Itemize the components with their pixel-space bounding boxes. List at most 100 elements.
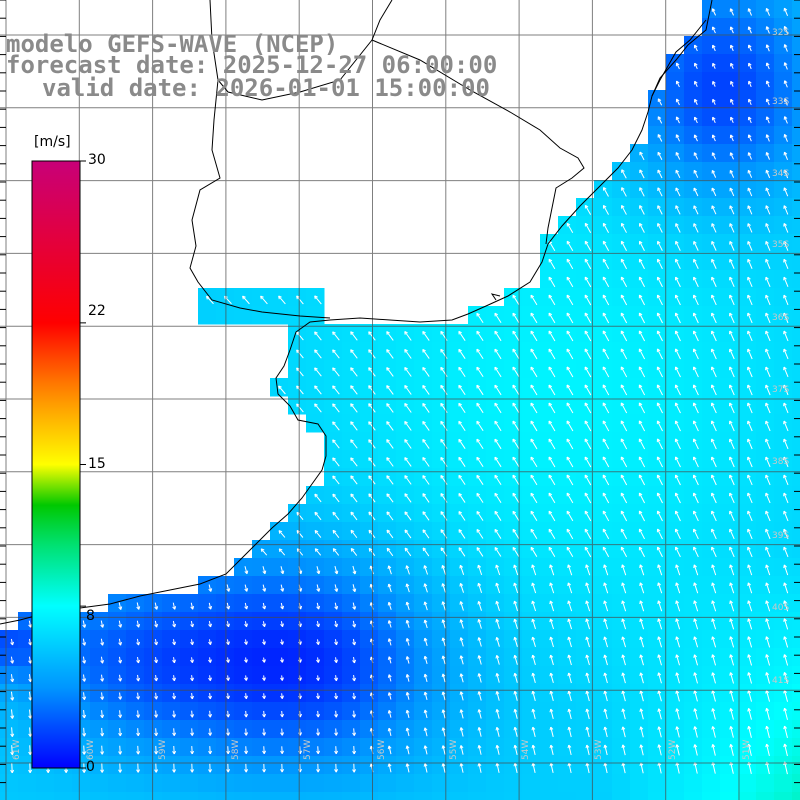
wind-arrow xyxy=(494,456,502,468)
wind-speed-cell xyxy=(432,558,451,577)
wind-arrow xyxy=(566,546,574,558)
wind-arrow xyxy=(674,402,681,414)
wind-speed-cell xyxy=(360,666,379,685)
wind-arrow xyxy=(657,116,663,124)
wind-arrow xyxy=(459,564,465,575)
wind-speed-cell xyxy=(450,648,469,667)
wind-arrow xyxy=(549,618,555,630)
wind-speed-cell xyxy=(792,90,800,109)
wind-speed-cell xyxy=(432,702,451,721)
wind-speed-cell xyxy=(792,738,800,757)
wind-speed-cell xyxy=(684,738,703,757)
wind-arrow xyxy=(765,600,771,612)
wind-arrow xyxy=(603,618,609,630)
wind-speed-cell xyxy=(648,666,667,685)
wind-speed-cell xyxy=(720,90,739,109)
wind-speed-cell xyxy=(270,558,289,577)
wind-speed-cell xyxy=(126,666,145,685)
wind-speed-cell xyxy=(432,684,451,703)
wind-arrow xyxy=(405,565,410,575)
wind-speed-cell xyxy=(486,720,505,739)
wind-arrow xyxy=(747,152,752,160)
wind-speed-cell xyxy=(324,612,343,631)
wind-speed-cell xyxy=(774,522,793,541)
wind-arrow xyxy=(765,672,771,684)
wind-arrow xyxy=(332,493,340,503)
wind-speed-cell xyxy=(792,342,800,361)
wind-arrow xyxy=(332,439,340,449)
wind-speed-cell xyxy=(792,0,800,19)
wind-arrow xyxy=(512,402,520,414)
wind-arrow xyxy=(350,511,358,521)
wind-speed-cell xyxy=(432,648,451,667)
wind-speed-cell xyxy=(324,630,343,649)
wind-speed-cell xyxy=(792,198,800,217)
wind-arrow xyxy=(747,474,753,486)
wind-speed-cell xyxy=(180,648,199,667)
wind-arrow xyxy=(783,151,789,161)
wind-speed-cell xyxy=(108,630,127,649)
lon-label-52W: 52W xyxy=(668,739,678,760)
wind-arrow xyxy=(262,602,267,610)
wind-speed-cell xyxy=(450,612,469,631)
wind-speed-cell xyxy=(702,594,721,613)
wind-arrow xyxy=(262,675,266,681)
wind-arrow xyxy=(548,276,556,288)
wind-arrow xyxy=(118,710,123,718)
wind-arrow xyxy=(620,546,628,558)
wind-arrow xyxy=(332,421,340,431)
wind-speed-cell xyxy=(792,756,800,775)
wind-speed-cell xyxy=(702,198,721,217)
wind-arrow xyxy=(10,727,15,737)
wind-speed-cell xyxy=(0,774,19,793)
wind-arrow xyxy=(531,654,536,666)
wind-speed-cell xyxy=(378,576,397,595)
wind-arrow xyxy=(226,710,231,718)
wind-speed-cell xyxy=(270,576,289,595)
wind-arrow xyxy=(657,134,663,142)
wind-arrow xyxy=(747,62,752,70)
wind-arrow xyxy=(476,420,484,432)
wind-arrow xyxy=(656,294,663,306)
wind-speed-cell xyxy=(216,630,235,649)
wind-speed-cell xyxy=(198,612,217,631)
wind-speed-cell xyxy=(360,684,379,703)
wind-arrow xyxy=(530,312,538,324)
wind-arrow xyxy=(638,312,646,324)
wind-arrow xyxy=(476,312,484,324)
wind-speed-cell xyxy=(378,774,397,793)
wind-speed-cell xyxy=(648,558,667,577)
wind-speed-cell xyxy=(612,576,631,595)
wind-speed-cell xyxy=(738,162,757,181)
wind-arrow xyxy=(639,636,645,648)
wind-arrow xyxy=(494,402,502,414)
wind-speed-cell xyxy=(306,738,325,757)
wind-arrow xyxy=(765,582,771,594)
wind-arrow xyxy=(100,745,105,755)
wind-arrow xyxy=(476,456,484,468)
wind-arrow xyxy=(387,763,392,773)
wind-arrow xyxy=(602,366,610,378)
wind-arrow xyxy=(765,618,771,630)
wind-speed-cell xyxy=(162,792,181,800)
wind-arrow xyxy=(638,528,645,540)
wind-arrow xyxy=(136,745,141,755)
wind-speed-cell xyxy=(792,36,800,55)
wind-speed-cell xyxy=(234,684,253,703)
wind-speed-cell xyxy=(72,792,91,800)
wind-arrow xyxy=(548,492,556,504)
wind-speed-cell xyxy=(342,684,361,703)
wind-speed-cell xyxy=(792,774,800,793)
wind-arrow xyxy=(352,584,357,593)
wind-arrow xyxy=(765,330,771,342)
wind-speed-cell xyxy=(450,666,469,685)
wind-arrow xyxy=(477,600,482,611)
wind-arrow xyxy=(405,709,410,718)
wind-arrow xyxy=(118,638,123,646)
wind-arrow xyxy=(585,636,590,648)
wind-speed-cell xyxy=(342,666,361,685)
wind-speed-cell xyxy=(90,630,109,649)
wind-arrow xyxy=(783,725,788,739)
wind-arrow xyxy=(352,638,357,646)
wind-speed-cell xyxy=(774,0,793,19)
